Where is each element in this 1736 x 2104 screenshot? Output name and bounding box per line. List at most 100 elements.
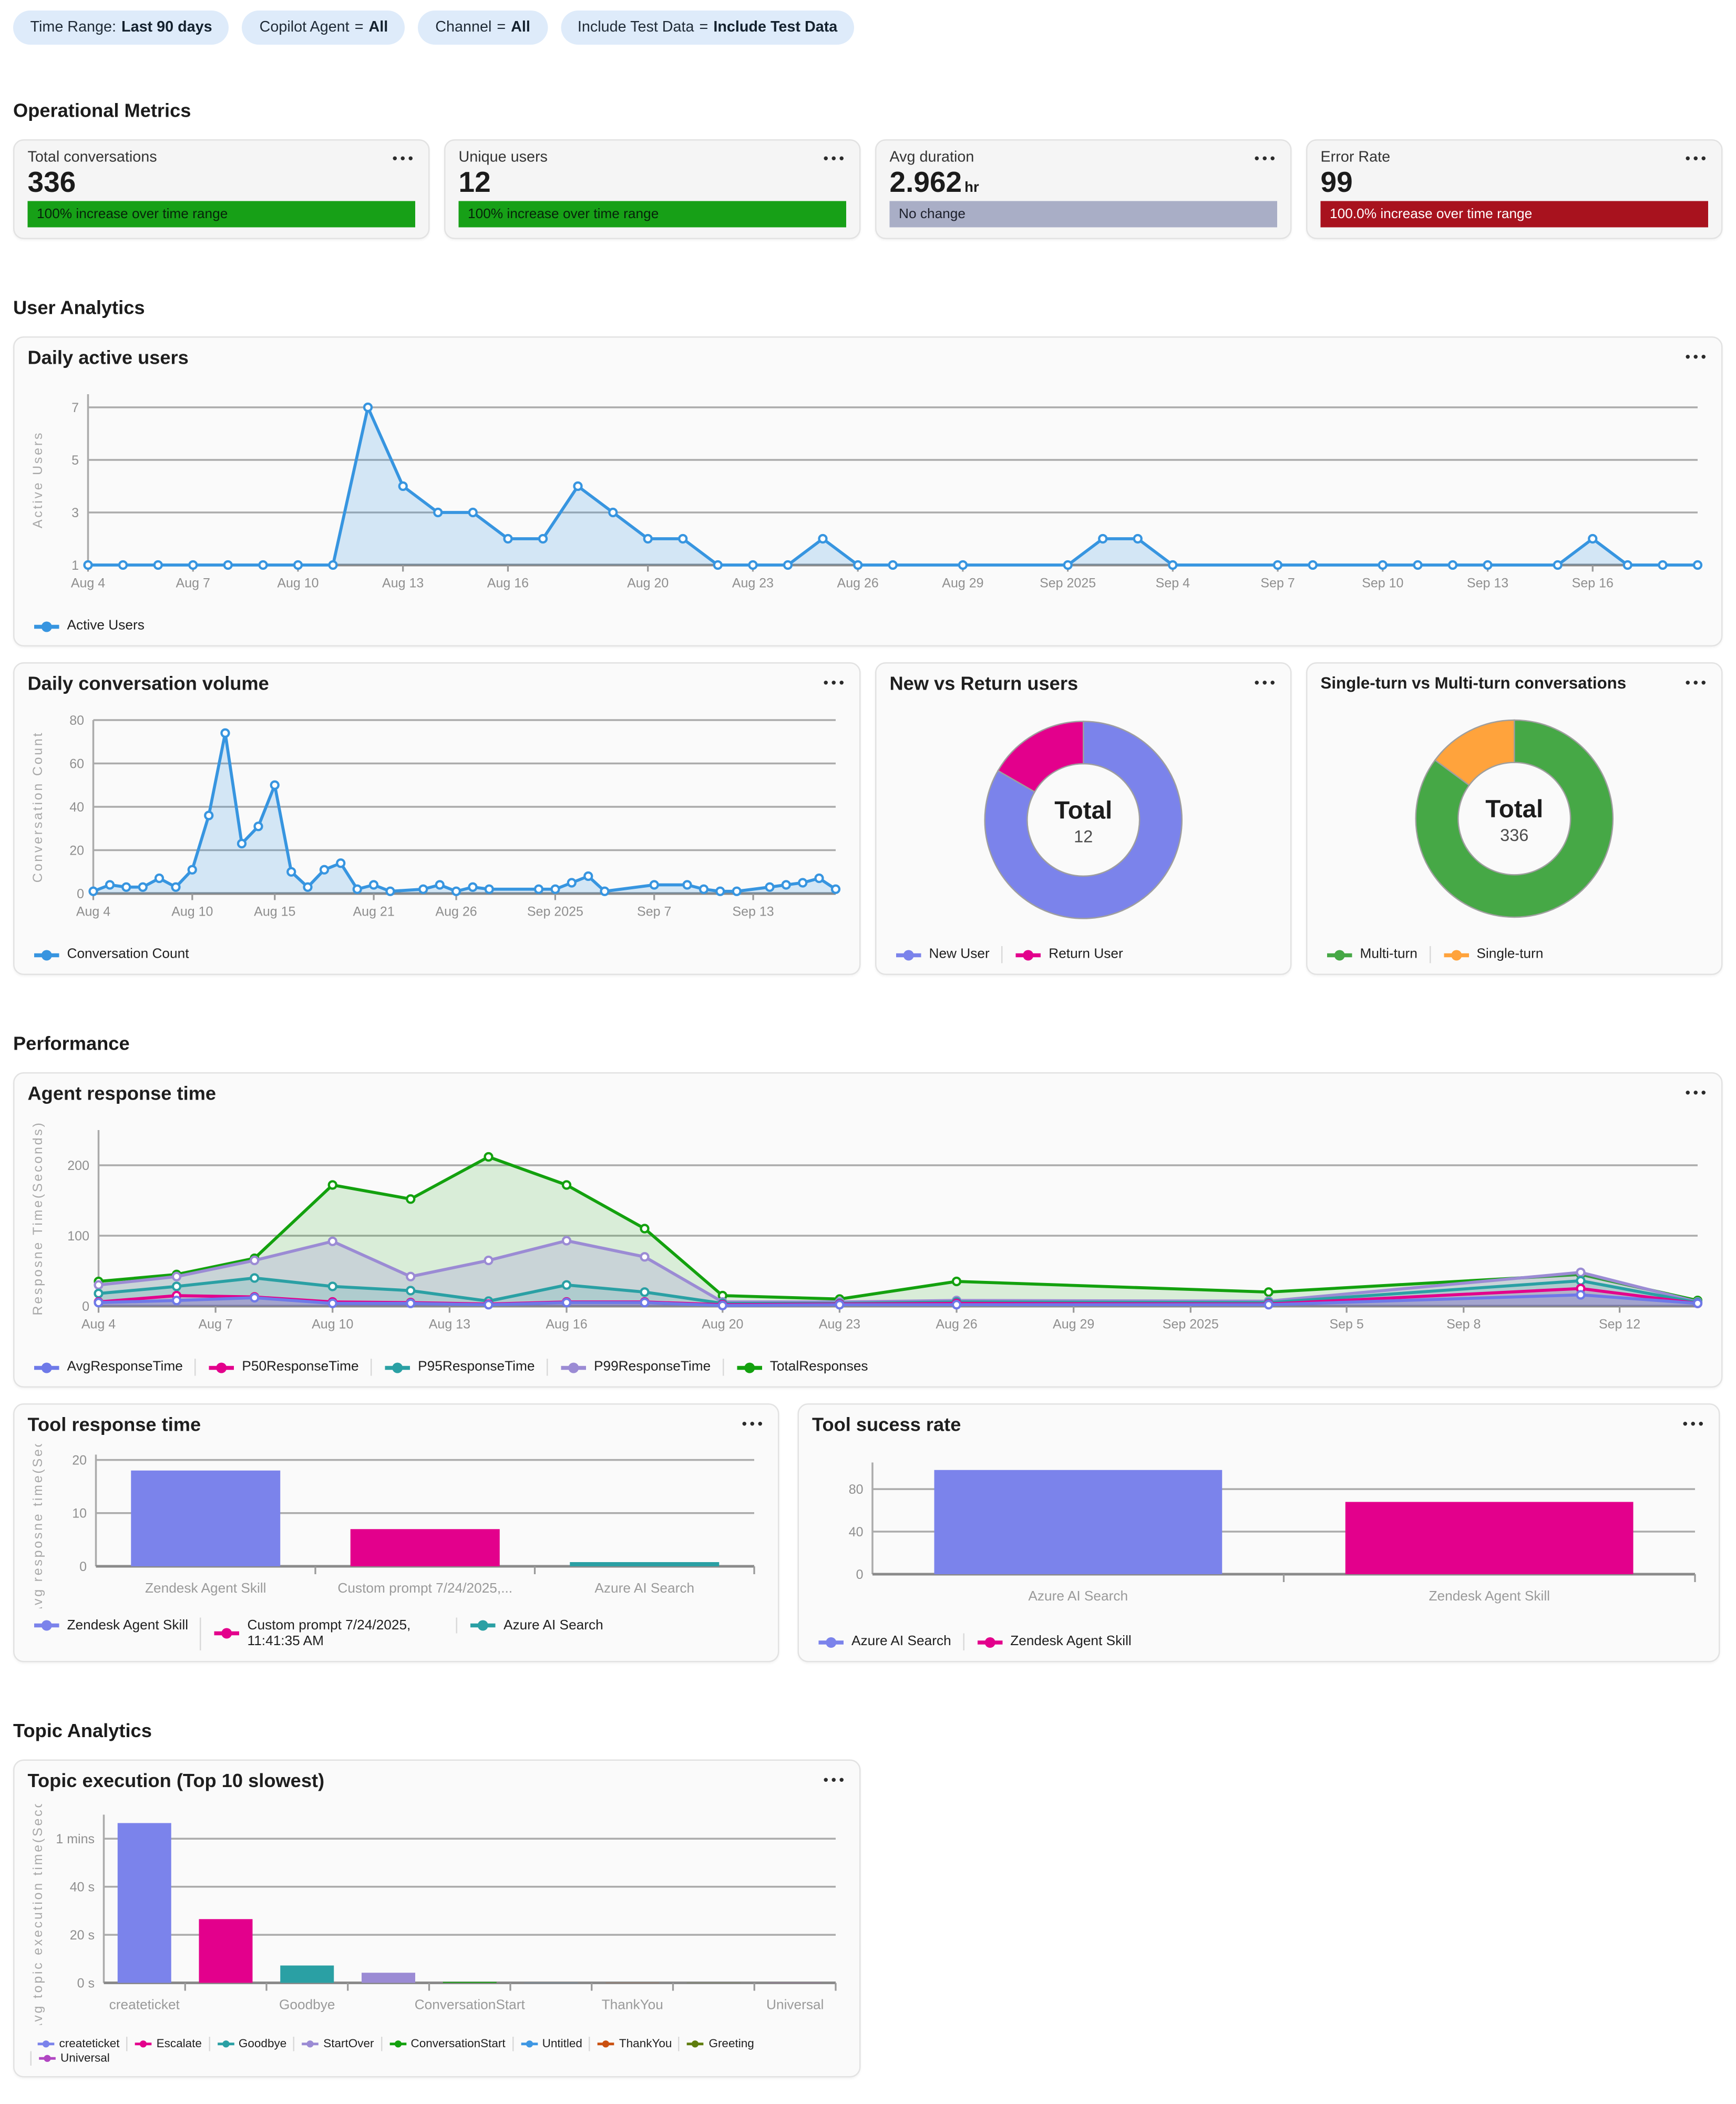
- legend-item[interactable]: Zendesk Agent Skill: [30, 1617, 200, 1634]
- legend-item[interactable]: Return User: [1001, 947, 1135, 963]
- chart-title: Topic execution (Top 10 slowest): [28, 1771, 325, 1792]
- more-options-icon[interactable]: [740, 1415, 765, 1433]
- more-options-icon[interactable]: [1252, 150, 1278, 167]
- more-options-icon[interactable]: [1681, 1415, 1706, 1433]
- legend-item[interactable]: StartOver: [293, 2037, 381, 2051]
- metric-title: Error Rate: [1321, 150, 1391, 166]
- svg-text:0 s: 0 s: [77, 1976, 95, 1990]
- legend-item[interactable]: Greeting: [679, 2037, 761, 2051]
- legend-item[interactable]: ThankYou: [589, 2037, 679, 2051]
- filter-copilot-agent[interactable]: Copilot Agent = All: [242, 11, 405, 45]
- more-options-icon[interactable]: [1683, 1084, 1709, 1102]
- legend-item[interactable]: Single-turn: [1429, 947, 1555, 963]
- legend-item[interactable]: Active Users: [30, 618, 157, 634]
- legend-marker-icon: [33, 620, 61, 633]
- legend-item[interactable]: Zendesk Agent Skill: [963, 1634, 1143, 1650]
- legend-item[interactable]: ConversationStart: [381, 2037, 512, 2051]
- legend-item[interactable]: Azure AI Search: [815, 1634, 963, 1650]
- svg-text:Aug 29: Aug 29: [1053, 1317, 1094, 1332]
- legend-item[interactable]: Conversation Count: [30, 947, 201, 963]
- svg-text:Aug 21: Aug 21: [353, 905, 394, 919]
- svg-text:Aug 7: Aug 7: [176, 576, 210, 591]
- legend-item[interactable]: Goodbye: [208, 2037, 293, 2051]
- svg-text:Azure AI Search: Azure AI Search: [1028, 1588, 1128, 1604]
- legend-item[interactable]: Custom prompt 7/24/2025, 11:41:35 AM: [200, 1617, 457, 1650]
- svg-text:Total: Total: [1485, 796, 1543, 824]
- filter-channel[interactable]: Channel = All: [418, 11, 548, 45]
- legend-item[interactable]: Untitled: [512, 2037, 589, 2051]
- svg-text:40 s: 40 s: [70, 1880, 95, 1894]
- legend-item[interactable]: Multi-turn: [1323, 947, 1430, 963]
- chart-title: Agent response time: [28, 1084, 217, 1105]
- filter-time-range[interactable]: Time Range: Last 90 days: [13, 11, 229, 45]
- more-options-icon[interactable]: [1683, 348, 1709, 366]
- svg-text:Aug 23: Aug 23: [819, 1317, 860, 1332]
- svg-text:0: 0: [856, 1567, 864, 1582]
- legend-marker-icon: [33, 948, 61, 961]
- legend-item[interactable]: New User: [892, 947, 1002, 963]
- svg-text:Sep 7: Sep 7: [637, 905, 671, 919]
- svg-text:Aug 10: Aug 10: [277, 576, 319, 591]
- more-options-icon[interactable]: [821, 1771, 847, 1789]
- svg-text:ThankYou: ThankYou: [602, 1996, 663, 2012]
- legend-item[interactable]: P99ResponseTime: [547, 1359, 723, 1376]
- svg-text:ConversationStart: ConversationStart: [415, 1996, 526, 2012]
- legend-marker-icon: [208, 1361, 235, 1374]
- legend-marker-icon: [560, 1361, 588, 1374]
- legend-item[interactable]: createticket: [30, 2037, 127, 2051]
- metric-cards-row: Total conversations 336 100% increase ov…: [13, 139, 1723, 239]
- legend-item[interactable]: Universal: [30, 2051, 117, 2066]
- svg-text:Aug 4: Aug 4: [76, 905, 110, 919]
- svg-text:Zendesk Agent Skill: Zendesk Agent Skill: [145, 1580, 266, 1596]
- more-options-icon[interactable]: [1683, 674, 1709, 692]
- svg-text:Total: Total: [1054, 797, 1112, 825]
- svg-text:Aug 26: Aug 26: [435, 905, 477, 919]
- svg-text:Avg resposne time(Second:: Avg resposne time(Second:: [30, 1444, 45, 1608]
- more-options-icon[interactable]: [1683, 150, 1709, 167]
- chart-title: Tool response time: [28, 1415, 201, 1436]
- chart-legend: Active Users: [28, 614, 1709, 635]
- legend-item[interactable]: P95ResponseTime: [371, 1359, 547, 1376]
- legend-marker-icon: [134, 2040, 152, 2049]
- legend-marker-icon: [469, 1619, 497, 1632]
- svg-text:80: 80: [849, 1482, 864, 1497]
- more-options-icon[interactable]: [391, 150, 416, 167]
- legend-item[interactable]: Azure AI Search: [456, 1617, 615, 1634]
- legend-marker-icon: [216, 2040, 234, 2049]
- svg-text:Aug 26: Aug 26: [837, 576, 879, 591]
- legend-item[interactable]: AvgResponseTime: [30, 1359, 195, 1376]
- svg-text:createticket: createticket: [109, 1996, 180, 2012]
- chart-title: New vs Return users: [890, 674, 1078, 695]
- more-options-icon[interactable]: [821, 674, 847, 692]
- legend-marker-icon: [817, 1636, 845, 1649]
- svg-text:7: 7: [71, 401, 79, 415]
- more-options-icon[interactable]: [1252, 674, 1278, 692]
- legend-marker-icon: [213, 1627, 241, 1640]
- legend-item[interactable]: Escalate: [126, 2037, 208, 2051]
- chart-legend: Conversation Count: [28, 943, 847, 963]
- legend-item[interactable]: P50ResponseTime: [194, 1359, 371, 1376]
- svg-text:Avg topic execution time(Secon: Avg topic execution time(Seconds): [30, 1804, 45, 2025]
- svg-text:Aug 10: Aug 10: [171, 905, 213, 919]
- filter-value: Include Test Data: [713, 20, 837, 36]
- more-options-icon[interactable]: [821, 150, 847, 167]
- legend-item[interactable]: TotalResponses: [723, 1359, 880, 1376]
- filter-label: Time Range:: [30, 20, 117, 36]
- svg-text:Aug 10: Aug 10: [312, 1317, 353, 1332]
- filter-include-test-data[interactable]: Include Test Data = Include Test Data: [560, 11, 854, 45]
- metric-title: Total conversations: [28, 150, 157, 166]
- svg-text:Resposne Time(Seconds): Resposne Time(Seconds): [30, 1121, 45, 1316]
